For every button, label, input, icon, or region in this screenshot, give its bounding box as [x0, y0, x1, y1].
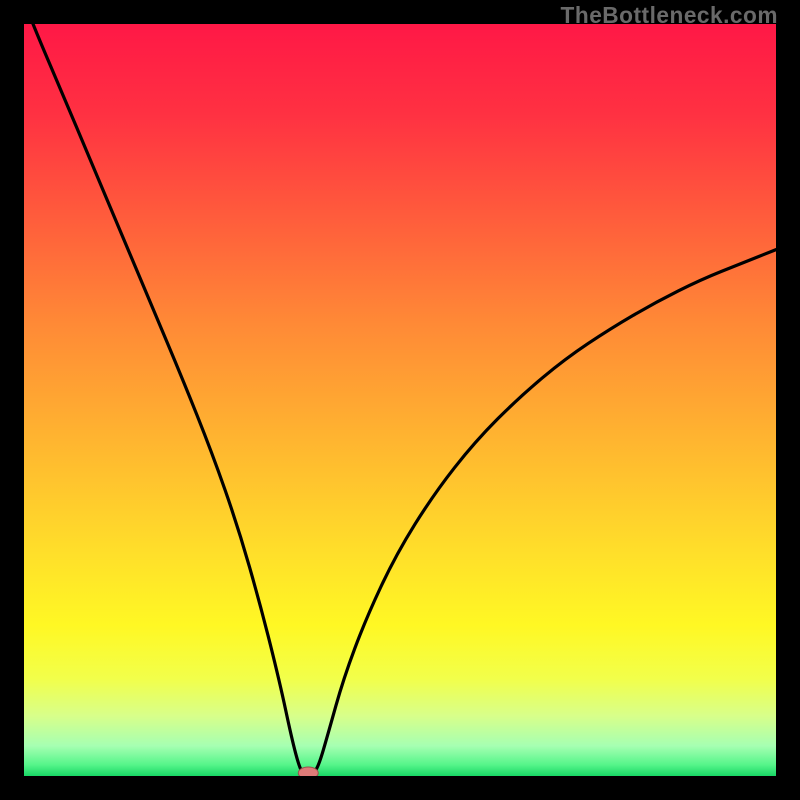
watermark-text: TheBottleneck.com	[561, 2, 778, 29]
chart-container: TheBottleneck.com	[0, 0, 800, 800]
chart-svg	[0, 0, 800, 800]
gradient-background	[24, 24, 776, 776]
